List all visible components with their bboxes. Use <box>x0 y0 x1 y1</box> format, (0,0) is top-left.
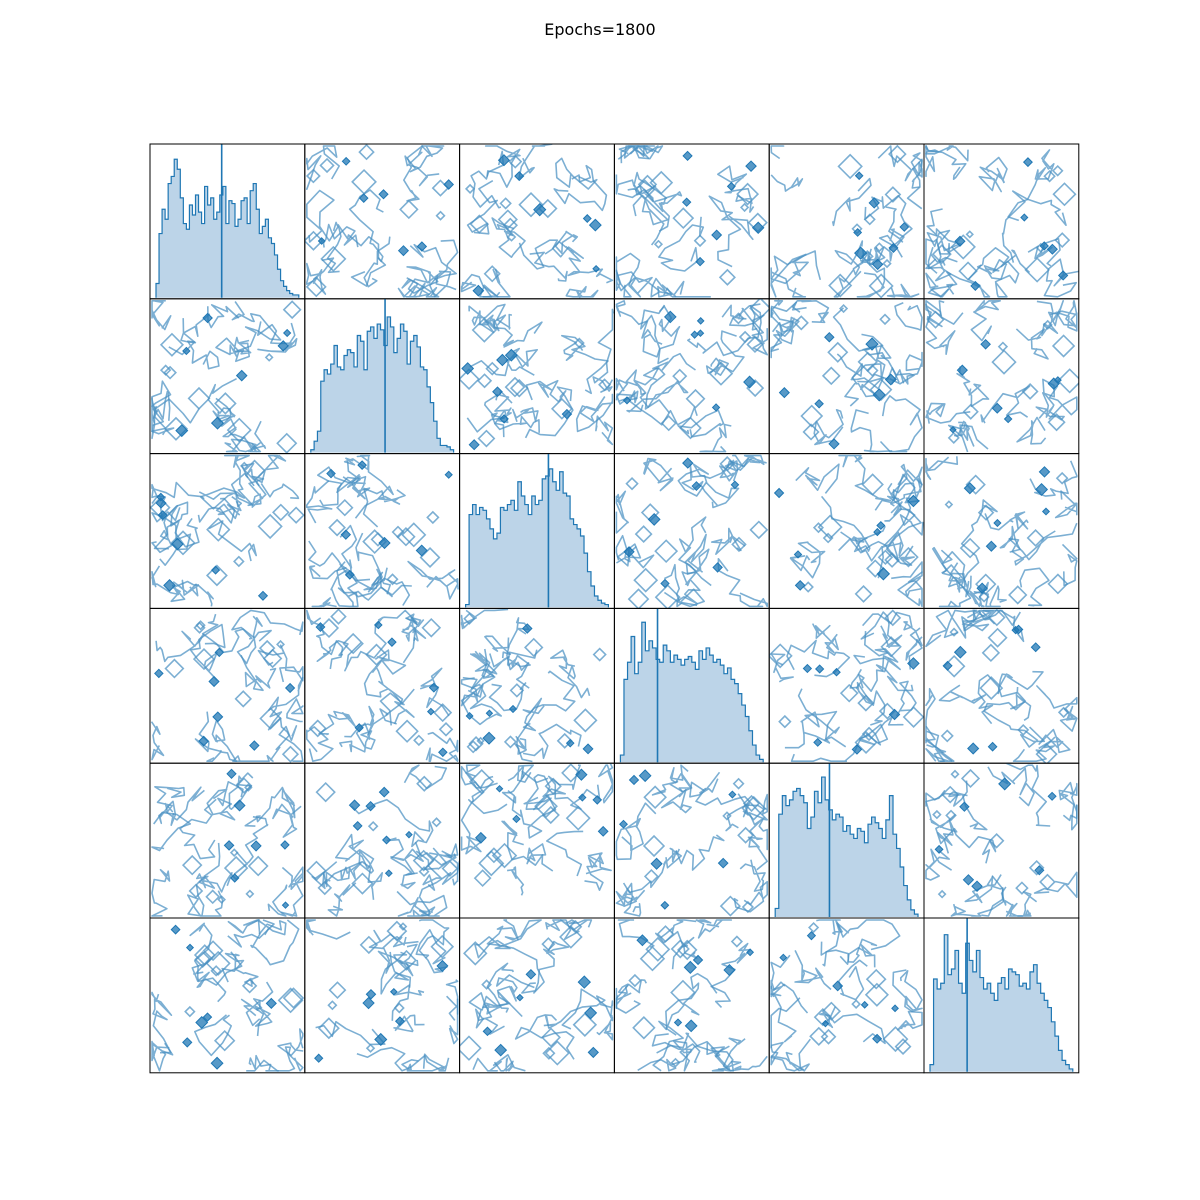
histogram-outline-5 <box>929 934 1074 1072</box>
contour-lines-0-5 <box>925 145 1079 298</box>
contour-lines-2-1 <box>306 454 459 608</box>
contour-panel-0-1 <box>304 143 461 300</box>
contour-panel-1-4 <box>768 298 925 455</box>
contour-lines-5-0 <box>151 919 305 1072</box>
panel-frame-2-1 <box>304 453 461 609</box>
contour-lines-1-0 <box>151 300 302 454</box>
diagonal-panel-0 <box>149 143 306 300</box>
histogram-outline-0 <box>155 158 300 298</box>
contour-lines-4-2 <box>460 763 614 896</box>
contour-panel-4-1 <box>304 762 461 919</box>
contour-lines-1-4 <box>770 299 923 453</box>
contour-lines-4-0 <box>151 768 304 917</box>
histogram-fill-5 <box>930 934 1073 1072</box>
contour-lines-1-5 <box>925 300 1079 453</box>
contour-lines-0-3 <box>615 145 768 298</box>
contour-lines-0-2 <box>460 144 614 299</box>
contour-lines-2-3 <box>615 454 769 609</box>
contour-panel-4-2 <box>459 762 615 919</box>
chart-title: Epochs=1800 <box>544 20 656 39</box>
contour-panel-0-2 <box>459 143 615 300</box>
contour-panel-2-5 <box>923 453 1080 609</box>
contour-panel-1-3 <box>613 298 770 455</box>
panel-frame-3-0 <box>149 607 306 764</box>
histogram-fill-1 <box>310 316 454 453</box>
contour-lines-5-3 <box>615 919 768 1072</box>
contour-lines-2-4 <box>773 454 924 608</box>
contour-panel-3-2 <box>459 607 615 764</box>
contour-lines-3-2 <box>460 608 607 763</box>
contour-lines-4-5 <box>925 763 1078 917</box>
contour-panel-5-3 <box>613 917 770 1074</box>
contour-lines-5-4 <box>770 919 923 1072</box>
contour-panel-3-5 <box>923 607 1080 764</box>
histogram-fill-0 <box>156 159 299 298</box>
contour-lines-2-5 <box>925 456 1078 608</box>
contour-panel-3-1 <box>304 607 461 764</box>
contour-panel-5-0 <box>149 917 306 1074</box>
diagonal-panel-4 <box>768 762 925 919</box>
contour-lines-0-4 <box>770 144 923 299</box>
histogram-fill-4 <box>775 777 918 917</box>
contour-panel-2-1 <box>304 453 461 609</box>
contour-panel-5-1 <box>304 917 461 1074</box>
contour-panel-3-0 <box>149 607 306 764</box>
panel-frame-2-4 <box>768 453 925 609</box>
panel-frame-2-5 <box>923 453 1080 609</box>
panel-frame-0-2 <box>459 143 615 300</box>
contour-lines-3-1 <box>306 608 459 762</box>
contour-lines-5-2 <box>459 919 614 1072</box>
contour-panel-1-0 <box>149 298 306 455</box>
histogram-fill-2 <box>465 468 609 608</box>
panel-frame-5-0 <box>149 917 306 1074</box>
contour-lines-2-0 <box>150 454 305 607</box>
contour-panel-3-4 <box>768 607 925 764</box>
panel-frame-3-4 <box>768 607 925 764</box>
diagonal-panel-3 <box>613 607 770 764</box>
diagonal-panel-1 <box>304 298 461 455</box>
contour-panel-0-3 <box>613 143 770 300</box>
contour-panel-4-3 <box>613 762 770 919</box>
contour-panel-1-5 <box>923 298 1080 455</box>
histogram-fill-3 <box>620 622 764 763</box>
panel-frame-5-5 <box>923 917 1080 1074</box>
histogram-outline-4 <box>774 776 919 917</box>
contour-panel-5-2 <box>459 917 615 1074</box>
contour-panel-0-4 <box>768 143 925 300</box>
histogram-outline-1 <box>310 316 455 453</box>
contour-lines-1-3 <box>615 298 770 453</box>
contour-lines-0-1 <box>304 144 459 298</box>
contour-panel-0-5 <box>923 143 1080 300</box>
contour-panel-2-4 <box>768 453 925 609</box>
panel-frame-0-3 <box>613 143 770 300</box>
contour-panel-5-4 <box>768 917 925 1074</box>
diagonal-panel-5 <box>923 917 1080 1074</box>
histogram-outline-2 <box>465 468 609 608</box>
diagonal-panel-2 <box>459 453 615 609</box>
contour-panel-4-0 <box>149 762 306 919</box>
contour-lines-5-1 <box>306 919 459 1072</box>
contour-lines-3-4 <box>769 609 925 762</box>
panel-frame-0-4 <box>768 143 925 300</box>
contour-lines-4-1 <box>306 764 460 917</box>
histogram-outline-3 <box>619 621 764 763</box>
contour-panel-2-0 <box>149 453 306 609</box>
contour-panel-4-5 <box>923 762 1080 919</box>
contour-lines-3-5 <box>925 608 1078 764</box>
contour-panel-1-2 <box>459 298 615 455</box>
contour-panel-2-3 <box>613 453 770 609</box>
panels-layer <box>149 143 1080 1074</box>
contour-lines-4-3 <box>615 764 768 917</box>
contour-lines-3-0 <box>150 609 304 763</box>
contour-lines-1-2 <box>459 303 615 451</box>
